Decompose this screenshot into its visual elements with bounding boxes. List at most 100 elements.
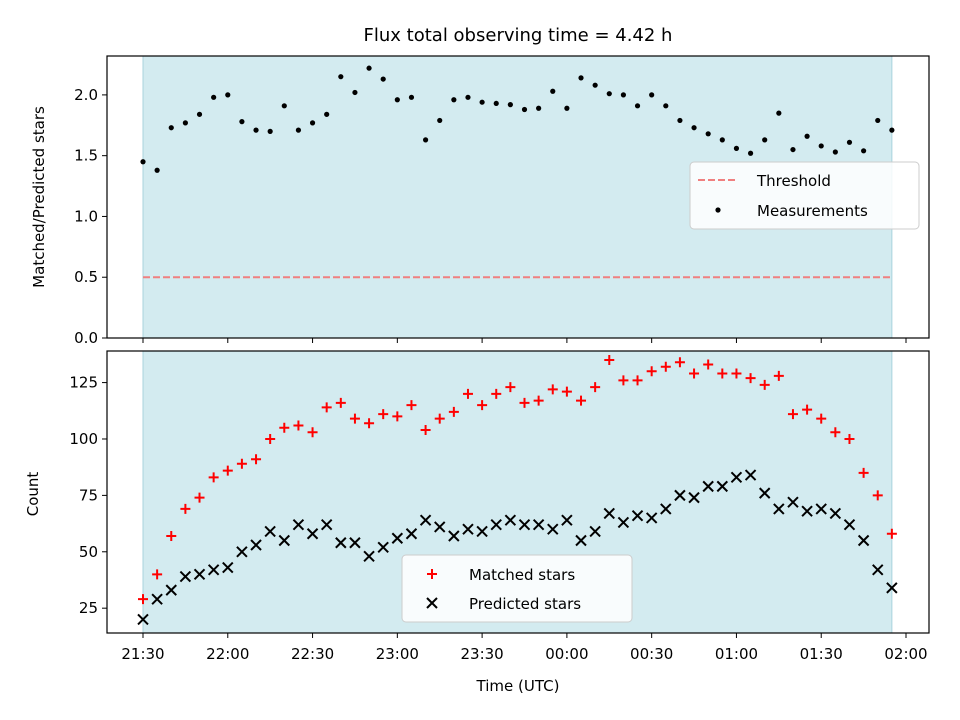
bottom-y-tick-label: 100: [69, 430, 98, 448]
predicted-star-point: [320, 519, 333, 531]
top-y-tick-label: 1.5: [74, 147, 98, 165]
chart-title: Flux total observing time = 4.42 h: [364, 25, 673, 46]
predicted-star-point: [773, 503, 785, 515]
measurement-point: [225, 92, 231, 98]
matched-star-point: [462, 388, 473, 399]
measurement-point: [620, 92, 627, 98]
matched-star-point: [364, 418, 375, 429]
matched-star-point: [590, 382, 601, 393]
measurement-point: [408, 94, 415, 100]
legend-box: [401, 554, 633, 623]
predicted-star-point: [801, 505, 813, 517]
predicted-star-point: [222, 561, 234, 574]
predicted-star-point: [645, 512, 658, 524]
top-y-axis-label: Matched/Predicted stars: [30, 106, 48, 288]
predicted-star-point: [829, 507, 842, 520]
predicted-star-point: [504, 514, 517, 526]
top-panel: 0.0 0.5 1.0 1.5 2.0 Threshold Measurements: [74, 55, 930, 347]
legend-measurement-swatch: [715, 207, 721, 213]
predicted-star-point: [730, 471, 743, 484]
matched-star-point: [194, 492, 205, 503]
predicted-star-point: [419, 514, 432, 526]
matched-star-point: [222, 465, 233, 476]
measurement-point: [747, 150, 754, 156]
matched-star-point: [491, 388, 502, 399]
measurement-point: [196, 111, 203, 117]
bottom-y-tick-label: 50: [79, 543, 98, 561]
matched-star-point: [392, 411, 403, 422]
matched-star-point: [576, 395, 587, 406]
measurement-point: [776, 110, 782, 116]
legend-matched-swatch: [427, 569, 437, 579]
measurement-point: [479, 99, 485, 105]
top-y-tick-label: 1.0: [74, 207, 98, 225]
matched-star-point: [236, 458, 247, 469]
matched-star-point: [872, 490, 883, 501]
predicted-star-point: [547, 523, 559, 535]
legend-threshold-label: Threshold: [756, 172, 831, 190]
predicted-star-point: [207, 564, 220, 576]
top-axes-frame: [106, 55, 930, 339]
measurement-point: [804, 133, 810, 139]
predicted-star-point: [264, 525, 276, 538]
predicted-star-point: [462, 523, 474, 535]
measurement-point: [832, 149, 838, 155]
measurement-point: [790, 146, 796, 153]
measurement-point: [889, 127, 895, 133]
predicted-star-point: [236, 546, 248, 558]
matched-star-point: [152, 569, 163, 580]
x-tick-label: 21:30: [121, 645, 164, 663]
measurement-point: [536, 105, 542, 111]
predicted-star-point: [758, 487, 771, 499]
predicted-star-point: [349, 537, 361, 549]
x-tick-label: 00:00: [545, 645, 588, 663]
measurement-point: [253, 127, 259, 133]
predicted-star-point: [434, 521, 446, 533]
predicted-star-point: [532, 519, 545, 531]
measurement-point: [649, 92, 655, 98]
matched-star-point: [816, 413, 827, 424]
predicted-star-point: [377, 541, 389, 553]
matched-star-point: [618, 375, 629, 386]
measurement-point: [861, 148, 867, 154]
predicted-star-point: [306, 528, 319, 540]
matched-star-point: [533, 395, 544, 406]
predicted-star-point: [589, 525, 601, 538]
measurement-point: [422, 137, 429, 143]
x-tick-label: 23:30: [460, 645, 503, 663]
matched-star-point: [547, 384, 558, 395]
matched-star-point: [321, 402, 332, 413]
predicted-star-point: [716, 480, 729, 493]
measurement-point: [239, 119, 245, 125]
predicted-star-point: [575, 534, 587, 547]
matched-star-point: [773, 370, 784, 381]
matched-star-point: [477, 400, 488, 411]
predicted-star-point: [857, 534, 870, 547]
matched-star-point: [787, 409, 798, 420]
predicted-star-point: [250, 539, 262, 551]
measurement-point: [606, 91, 612, 97]
bottom-panel: 25 50 75 100 125 21:30 22:00 22:30 23:00 23:30 00:…: [69, 350, 930, 663]
matched-star-point: [703, 359, 714, 370]
top-series-0: [140, 65, 895, 173]
measurement-point: [578, 75, 584, 81]
matched-star-point: [406, 400, 417, 411]
bottom-y-tick-label: 25: [79, 599, 98, 617]
legend-measurement-label: Measurements: [757, 202, 868, 220]
measurement-point: [281, 103, 287, 109]
x-tick-label: 00:30: [630, 645, 673, 663]
top-y-tick-label: 0.5: [74, 268, 98, 286]
bottom-y-tick-label: 75: [79, 486, 98, 504]
predicted-star-point: [335, 537, 347, 549]
measurement-point: [451, 97, 457, 103]
matched-star-point: [420, 424, 431, 435]
legend-predicted-label: Predicted stars: [469, 595, 581, 613]
measurement-point: [437, 117, 443, 124]
measurement-point: [168, 125, 174, 131]
x-tick-label: 22:00: [206, 645, 249, 663]
bottom-axes-frame: [106, 350, 930, 634]
matched-star-point: [307, 427, 318, 438]
measurement-point: [507, 102, 513, 108]
predicted-star-point: [405, 528, 418, 540]
